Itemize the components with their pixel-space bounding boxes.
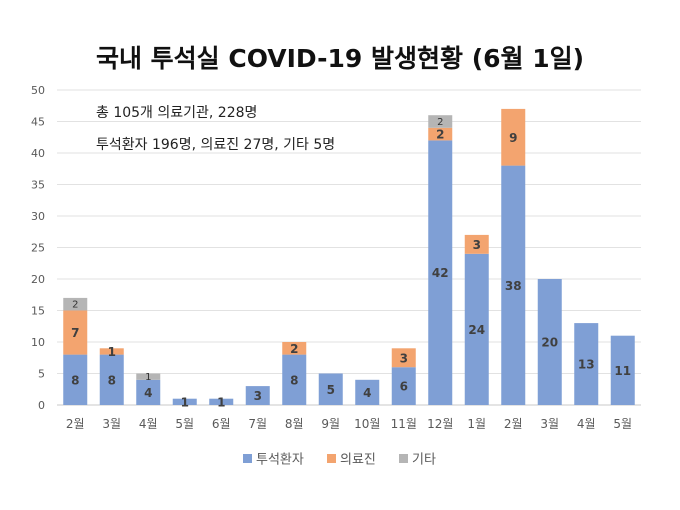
y-tick-label: 20 xyxy=(31,273,45,286)
data-label: 2 xyxy=(72,300,78,311)
data-label: 3 xyxy=(473,238,481,252)
data-label: 3 xyxy=(254,389,262,403)
data-label: 11 xyxy=(614,364,631,378)
legend-swatch xyxy=(327,454,336,463)
data-label: 1 xyxy=(108,345,116,359)
data-label: 38 xyxy=(505,279,522,293)
y-tick-label: 15 xyxy=(31,305,45,318)
data-label: 7 xyxy=(71,326,79,340)
x-tick-label: 3월 xyxy=(102,417,121,431)
bar-segment xyxy=(610,335,635,405)
y-tick-label: 25 xyxy=(31,242,45,255)
bar-segment xyxy=(428,127,453,141)
bar-segment xyxy=(172,398,197,405)
y-tick-label: 50 xyxy=(31,84,45,97)
bar-segment xyxy=(428,140,453,405)
data-label: 9 xyxy=(509,131,517,145)
x-tick-label: 5월 xyxy=(613,417,632,431)
bar-segment xyxy=(63,297,88,311)
data-label: 2 xyxy=(436,128,444,142)
bar-segment xyxy=(391,348,416,368)
legend-label: 투석환자 xyxy=(256,453,304,468)
bar-segment xyxy=(464,234,489,254)
data-label: 5 xyxy=(327,383,335,397)
x-tick-label: 7월 xyxy=(248,417,267,431)
chart-title: 국내 투석실 COVID-19 발생현황 (6월 1일) xyxy=(96,44,584,73)
data-label: 1 xyxy=(181,395,189,409)
bar-segment xyxy=(99,348,124,355)
x-tick-label: 3월 xyxy=(540,417,559,431)
bar-segment xyxy=(209,398,234,405)
bar-segment xyxy=(391,367,416,405)
bar-segment xyxy=(501,108,526,166)
data-label: 8 xyxy=(108,373,116,387)
y-tick-label: 35 xyxy=(31,179,45,192)
data-label: 4 xyxy=(363,386,371,400)
bars xyxy=(63,108,635,405)
data-label: 4 xyxy=(144,386,152,400)
bar-segment xyxy=(63,310,88,355)
bar-segment xyxy=(99,354,124,405)
y-tick-label: 0 xyxy=(38,399,45,412)
bar-segment xyxy=(282,354,307,405)
bar-segment xyxy=(464,253,489,405)
bar-segment xyxy=(501,165,526,405)
bar-segment xyxy=(282,342,307,355)
data-label: 1 xyxy=(217,395,225,409)
data-label: 13 xyxy=(578,358,595,372)
x-axis-ticks: 2월 3월 4월 5월 6월 7월 8월 9월 10월 11월 12월 1월 2월 3월 4월 5월 xyxy=(66,417,632,431)
bar-segment xyxy=(537,279,562,405)
data-label: 8 xyxy=(71,373,79,387)
legend-label: 기타 xyxy=(412,453,436,468)
data-label: 6 xyxy=(400,380,408,394)
bar-segment xyxy=(428,115,453,128)
bar-segment xyxy=(355,379,380,405)
x-tick-label: 5월 xyxy=(175,417,194,431)
x-tick-label: 10월 xyxy=(354,417,380,431)
y-tick-label: 40 xyxy=(31,147,45,160)
bar-segment xyxy=(574,323,599,405)
y-axis-ticks: 0 5 10 15 20 25 30 35 40 45 50 xyxy=(31,84,45,412)
x-tick-label: 4월 xyxy=(577,417,596,431)
bar-segment xyxy=(318,373,343,405)
x-tick-label: 11월 xyxy=(391,417,417,431)
x-tick-label: 2월 xyxy=(66,417,85,431)
x-tick-label: 12월 xyxy=(427,417,453,431)
bar-segment xyxy=(136,379,161,405)
legend: 투석환자 의료진 기타 xyxy=(243,453,436,468)
legend-label: 의료진 xyxy=(340,453,376,468)
x-tick-label: 9월 xyxy=(321,417,340,431)
data-label: 42 xyxy=(432,266,449,280)
annotation-total: 총 105개 의료기관, 228명 xyxy=(96,105,257,121)
y-tick-label: 45 xyxy=(31,116,45,129)
y-tick-label: 30 xyxy=(31,210,45,223)
legend-swatch xyxy=(399,454,408,463)
data-label: 24 xyxy=(468,323,485,337)
data-label: 2 xyxy=(437,117,443,128)
x-tick-label: 1월 xyxy=(467,417,486,431)
x-tick-label: 6월 xyxy=(212,417,231,431)
bar-segment xyxy=(245,386,270,405)
data-label: 1 xyxy=(145,372,151,383)
x-tick-label: 8월 xyxy=(285,417,304,431)
y-tick-label: 10 xyxy=(31,336,45,349)
annotation-breakdown: 투석환자 196명, 의료진 27명, 기타 5명 xyxy=(96,137,335,153)
data-label: 20 xyxy=(541,336,558,350)
x-tick-label: 2월 xyxy=(504,417,523,431)
data-label: 8 xyxy=(290,373,298,387)
x-tick-label: 4월 xyxy=(139,417,158,431)
bar-segment xyxy=(63,354,88,405)
data-label: 3 xyxy=(400,351,408,365)
bar-segment xyxy=(136,373,161,380)
data-label: 2 xyxy=(290,342,298,356)
legend-swatch xyxy=(243,454,252,463)
y-tick-label: 5 xyxy=(38,368,45,381)
